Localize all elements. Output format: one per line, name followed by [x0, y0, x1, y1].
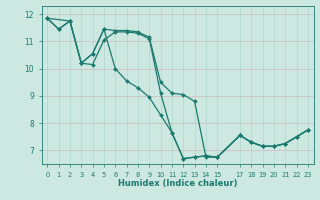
X-axis label: Humidex (Indice chaleur): Humidex (Indice chaleur)	[118, 179, 237, 188]
